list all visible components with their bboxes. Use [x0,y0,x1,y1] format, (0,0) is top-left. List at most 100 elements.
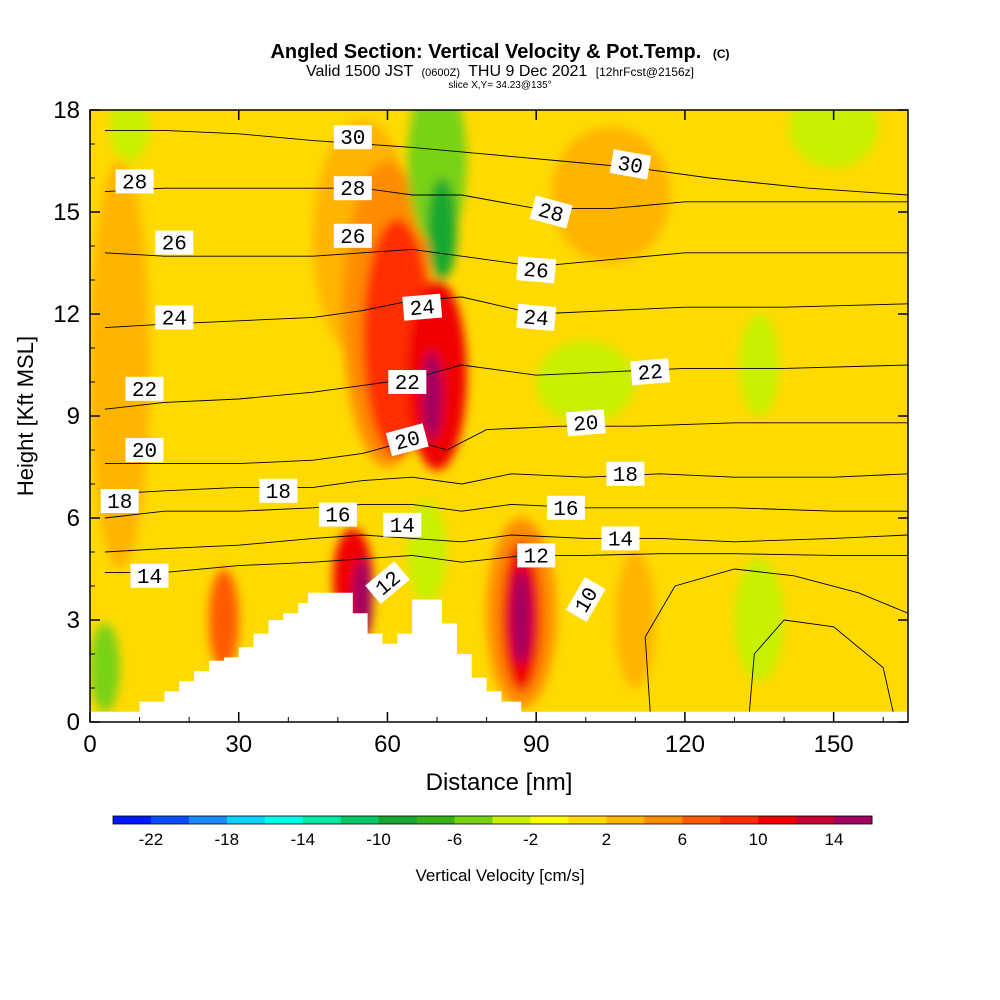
valid-prefix: Valid 1500 JST [306,63,414,80]
field-blob-16 [739,314,780,416]
plot-area: 30 28 26 24 22 20 16 14 12 18 28 26 24 22 20 18 14 30 28 26… [90,110,908,722]
colorbar-tick-label: -2 [523,830,538,849]
contour-label-17: 30 [609,149,652,180]
colorbar-swatch [606,816,645,824]
contour-label-0: 30 [333,125,372,151]
colorbar-swatch [302,816,342,824]
contour-label-text: 12 [524,546,549,569]
contour-line-28-10 [104,187,908,210]
colorbar-tick-label: -10 [366,830,391,849]
contour-label-text: 18 [266,482,291,505]
colorbar-swatch [378,816,418,824]
colorbar-tick-label: 14 [825,830,844,849]
contour-label-11: 26 [155,230,194,257]
y-tick-label: 6 [67,505,80,532]
contour-label-15: 18 [100,489,139,515]
contour-label-bg [565,409,606,437]
contour-label-text: 18 [107,492,132,515]
colorbar-tick-label: -22 [139,830,164,849]
contour-label-bg [546,495,585,520]
contour-label-text: 26 [340,227,365,250]
contour-label-text: 24 [409,297,436,322]
contour-label-text: 14 [137,567,162,590]
contour-label-bg [388,370,427,394]
contour-label-text: 22 [395,373,420,396]
x-tick-label: 60 [374,731,401,758]
contour-line-18-5 [104,473,908,495]
contour-label-24: 16 [546,495,585,522]
y-tick-label: 15 [53,199,80,226]
colorbar-swatch [454,816,493,824]
field-blob-13 [90,161,150,569]
valid-date: THU 9 Dec 2021 [468,63,587,80]
contour-label-bg [517,543,556,568]
colorbar-swatch [530,816,569,824]
contour-label-bg [259,478,298,503]
contour-label-bg [318,502,357,527]
contour-label-6: 16 [318,502,357,529]
contour-label-bg [125,438,164,462]
contour-label-18: 28 [529,195,573,229]
contour-line-12-2 [104,553,908,573]
contour-label-16: 14 [130,563,169,590]
forecast-info: [12hrFcst@2156z] [596,65,694,79]
contour-label-text: 30 [616,153,645,180]
colorbar-tick-label: 10 [749,830,768,849]
contour-line-30-11 [104,129,908,196]
colorbar-swatch [340,816,380,824]
y-tick-label: 3 [67,607,80,634]
colorbar-swatch [113,816,152,824]
chart-valid-line: Valid 1500 JST (0600Z) THU 9 Dec 2021 [1… [306,63,694,80]
contour-label-bg [609,149,652,180]
chart-title-text: Angled Section: Vertical Velocity & Pot.… [270,41,701,63]
contour-label-text: 24 [162,308,187,331]
contour-label-9: 18 [259,478,298,505]
field-blob-12 [208,569,239,671]
contour-label-bg [130,563,169,588]
contour-label-bg [365,561,410,605]
field-blob-4 [422,351,442,440]
contour-label-21: 22 [630,358,671,387]
colorbar-tick-label: 6 [678,830,687,849]
colorbar-label: Vertical Velocity [cm/s] [415,866,584,885]
chart-title-unit: (C) [713,47,730,61]
contour-label-22: 20 [565,409,606,438]
contour-line-10-0 [644,568,908,712]
contour-label-14: 20 [125,438,164,464]
colorbar [112,815,873,825]
contour-label-bg [333,223,372,248]
contour-label-text: 14 [390,516,415,539]
colorbar-swatch [796,816,835,824]
contour-label-text: 28 [122,172,147,195]
contour-label-text: 16 [553,499,578,522]
contour-label-bg [115,169,154,194]
contour-label-bg [333,125,372,150]
contour-label-bg [385,423,429,457]
contour-line-16-4 [104,503,908,519]
contour-label-25: 14 [601,526,640,552]
y-tick-label: 0 [67,709,80,736]
colorbar-frame [112,815,873,825]
x-tick-label: 0 [83,731,96,758]
contour-label-4: 22 [388,370,427,396]
contour-label-text: 26 [162,234,187,257]
contour-label-text: 14 [608,529,633,552]
y-axis-ticks: 0 3 6 9 12 15 18 [53,97,908,736]
colorbar-swatch [226,816,266,824]
contour-label-bg [529,195,573,229]
y-tick-label: 9 [67,403,80,430]
contour-label-text: 26 [522,260,549,285]
y-tick-label: 18 [53,97,80,124]
contour-label-text: 22 [637,362,664,387]
contour-label-bg [630,358,671,386]
field-blob-20 [789,110,879,168]
colorbar-swatch [264,816,304,824]
field-blob-17 [90,623,120,712]
x-axis-ticks: 0 30 60 90 120 150 [83,110,884,758]
contour-line-14-3 [104,534,908,553]
x-tick-label: 120 [665,731,705,758]
colorbar-swatch [188,816,228,824]
field-blob-22 [615,552,656,688]
colorbar-swatch [834,816,873,824]
field-blob-18 [734,558,785,682]
